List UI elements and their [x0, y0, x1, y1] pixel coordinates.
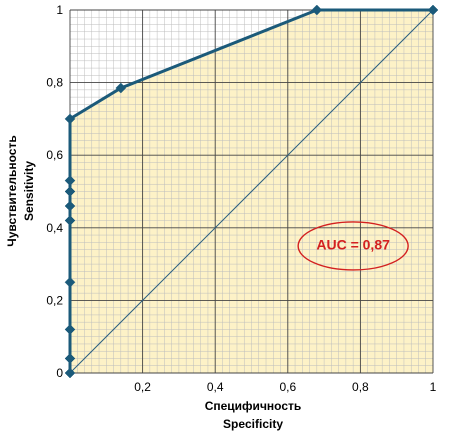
x-tick-label: 0,8 — [352, 380, 369, 394]
auc-label: AUC = 0,87 — [316, 237, 390, 253]
tick-labels: 0,2 0,4 0,6 0,8 1 0 0,2 0,4 0,6 0,8 1 — [46, 3, 436, 394]
data-point-marker — [427, 4, 439, 16]
data-point-markers — [64, 4, 439, 379]
data-point-marker — [64, 276, 76, 288]
reference-diagonal-line — [69, 9, 434, 374]
data-point-marker — [311, 4, 323, 16]
x-axis-title-en: Specificity — [223, 417, 283, 431]
y-tick-label: 1 — [56, 3, 63, 17]
x-tick-label: 1 — [430, 380, 437, 394]
data-point-marker — [64, 186, 76, 197]
data-point-marker — [64, 113, 76, 125]
y-tick-label: 0,8 — [46, 76, 63, 90]
y-axis-title-en: Sensitivity — [22, 161, 36, 221]
data-point-marker — [64, 200, 76, 212]
y-tick-label: 0,6 — [46, 148, 63, 162]
x-tick-label: 0,6 — [279, 380, 296, 394]
x-tick-label: 0,4 — [207, 380, 224, 394]
reference-line-layer — [69, 9, 434, 374]
auc-annotation: AUC = 0,87 — [297, 221, 409, 271]
y-tick-label: 0 — [56, 366, 63, 380]
major-grid — [69, 9, 434, 374]
data-point-marker — [64, 353, 76, 364]
data-point-marker — [64, 175, 76, 186]
x-tick-label: 0,2 — [134, 380, 151, 394]
y-axis-title-ru: Чувствительность — [5, 135, 19, 246]
data-point-marker — [64, 215, 76, 226]
data-point-marker — [64, 324, 76, 335]
data-point-marker — [64, 367, 76, 379]
data-point-marker — [115, 82, 127, 94]
y-tick-label: 0,4 — [46, 221, 63, 235]
x-axis-title-ru: Специфичность — [205, 399, 302, 413]
auc-ellipse — [297, 221, 409, 271]
minor-grid — [70, 10, 433, 373]
y-tick-label: 0,2 — [46, 293, 63, 307]
